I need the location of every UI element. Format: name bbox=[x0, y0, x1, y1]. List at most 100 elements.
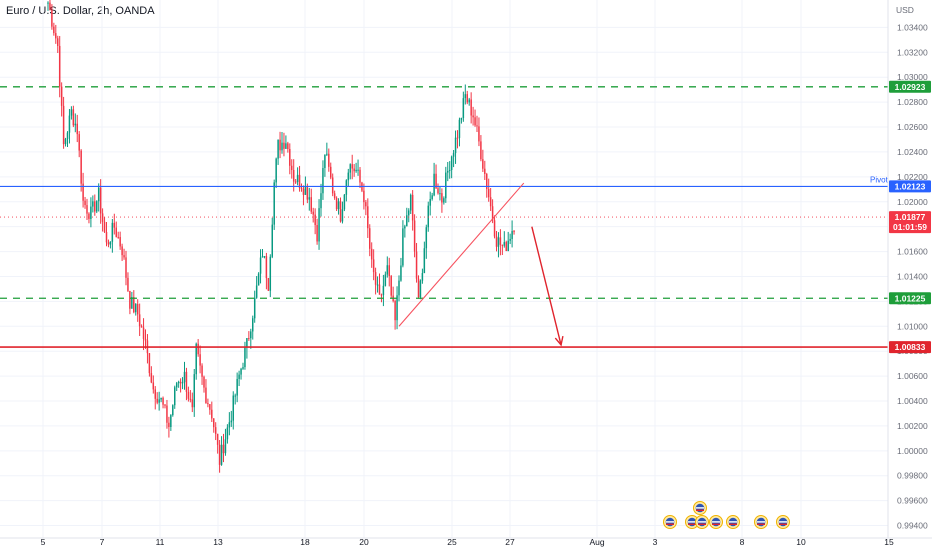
candle-body bbox=[92, 201, 94, 207]
candle-body bbox=[164, 404, 166, 406]
candle-body bbox=[359, 169, 361, 183]
candle-body bbox=[487, 188, 490, 198]
projection-arrow-head bbox=[554, 336, 564, 347]
candle-body bbox=[404, 226, 406, 229]
candle-body bbox=[277, 139, 279, 159]
event-flag-icon[interactable] bbox=[695, 515, 709, 529]
candle-body bbox=[158, 399, 160, 403]
candle-body bbox=[97, 187, 100, 202]
candle-body bbox=[185, 371, 188, 392]
candle-body bbox=[501, 244, 504, 246]
flag-stripe bbox=[696, 509, 704, 511]
candle-body bbox=[400, 265, 402, 281]
flag-stripe bbox=[688, 521, 696, 523]
price-axis[interactable]: USD 1.03400 1.03200 1.03000 1.02800 1.02600 1… bbox=[887, 0, 932, 538]
candle-body bbox=[218, 444, 221, 465]
candle-body bbox=[177, 381, 180, 384]
candle-body bbox=[138, 314, 141, 327]
time-axis[interactable]: 5 7 11 13 18 20 25 27 Aug 3 8 10 15 bbox=[0, 537, 932, 547]
candle-body bbox=[406, 215, 408, 227]
candle-body bbox=[462, 98, 465, 118]
candle-body bbox=[53, 26, 55, 34]
candle-body bbox=[314, 214, 316, 226]
badge-support-2 bbox=[889, 341, 931, 354]
candle-body bbox=[86, 205, 88, 214]
y-tick-label: 1.03200 bbox=[897, 47, 928, 57]
candle-body bbox=[431, 195, 433, 199]
event-flag-icon[interactable] bbox=[776, 515, 790, 529]
candle-body bbox=[333, 193, 336, 198]
candle-body bbox=[464, 94, 467, 99]
flag-stripe bbox=[757, 521, 765, 523]
candle-body bbox=[335, 197, 338, 210]
candle-body bbox=[394, 300, 396, 321]
event-flag-icon[interactable] bbox=[754, 515, 768, 529]
flag-stripe bbox=[779, 523, 787, 525]
candle-body bbox=[369, 228, 371, 249]
candle-body bbox=[320, 193, 322, 209]
candle-body bbox=[281, 142, 283, 151]
candle-body bbox=[174, 387, 176, 406]
candle-body bbox=[355, 169, 357, 172]
candle-body bbox=[183, 371, 186, 383]
candle-body bbox=[435, 173, 437, 189]
economic-events[interactable] bbox=[663, 501, 790, 529]
candle-body bbox=[470, 99, 472, 116]
candle-body bbox=[386, 265, 389, 275]
candle-body bbox=[339, 201, 342, 222]
candle-body bbox=[78, 134, 80, 151]
candle-body bbox=[170, 415, 172, 427]
event-flag-icon[interactable] bbox=[693, 501, 707, 515]
candle-body bbox=[207, 403, 209, 405]
candle-body bbox=[390, 276, 392, 296]
x-tick-label: 25 bbox=[447, 537, 457, 547]
candle-body bbox=[330, 166, 332, 178]
candle-body bbox=[423, 248, 426, 274]
y-tick-label: 1.00200 bbox=[897, 421, 928, 431]
candle-body bbox=[253, 297, 256, 319]
candle-body bbox=[179, 381, 182, 384]
candle-body bbox=[380, 294, 383, 296]
badge-label-support-1: 1.01225 bbox=[895, 293, 926, 303]
candle-body bbox=[154, 389, 156, 399]
candle-body bbox=[246, 338, 248, 348]
candle-body bbox=[121, 246, 123, 256]
candle-body bbox=[160, 397, 162, 400]
candle-body bbox=[70, 109, 73, 116]
candle-body bbox=[199, 354, 201, 366]
candle-body bbox=[367, 206, 369, 229]
candle-body bbox=[486, 173, 488, 189]
candle-body bbox=[269, 256, 272, 291]
badge-pivot bbox=[889, 180, 931, 193]
candle-body bbox=[447, 170, 449, 173]
candle-body bbox=[119, 237, 121, 247]
candle-body bbox=[507, 240, 509, 251]
candle-body bbox=[337, 201, 340, 210]
badge-label-current-price: 1.01877 bbox=[895, 212, 926, 222]
candle-body bbox=[140, 326, 143, 328]
candle-body bbox=[331, 177, 334, 194]
candle-body bbox=[382, 285, 385, 296]
candle-body bbox=[113, 222, 116, 228]
candle-body bbox=[201, 365, 203, 377]
candle-body bbox=[261, 256, 264, 258]
candle-body bbox=[168, 422, 170, 427]
event-flag-icon[interactable] bbox=[726, 515, 740, 529]
candle-body bbox=[421, 273, 424, 281]
event-flag-icon[interactable] bbox=[709, 515, 723, 529]
badge-current-price bbox=[889, 211, 931, 234]
candle-body bbox=[49, 2, 51, 11]
candle-body bbox=[131, 297, 133, 309]
event-flag-icon[interactable] bbox=[663, 515, 677, 529]
candle-body bbox=[211, 409, 213, 419]
candle-body bbox=[191, 399, 194, 408]
candle-body bbox=[283, 142, 285, 149]
candle-body bbox=[343, 194, 346, 210]
x-tick-label: 7 bbox=[100, 537, 105, 547]
candle-body bbox=[357, 169, 359, 171]
candle-body bbox=[133, 297, 135, 313]
candle-body bbox=[263, 256, 266, 258]
candle-body bbox=[172, 405, 174, 416]
y-tick-label: 1.00600 bbox=[897, 371, 928, 381]
